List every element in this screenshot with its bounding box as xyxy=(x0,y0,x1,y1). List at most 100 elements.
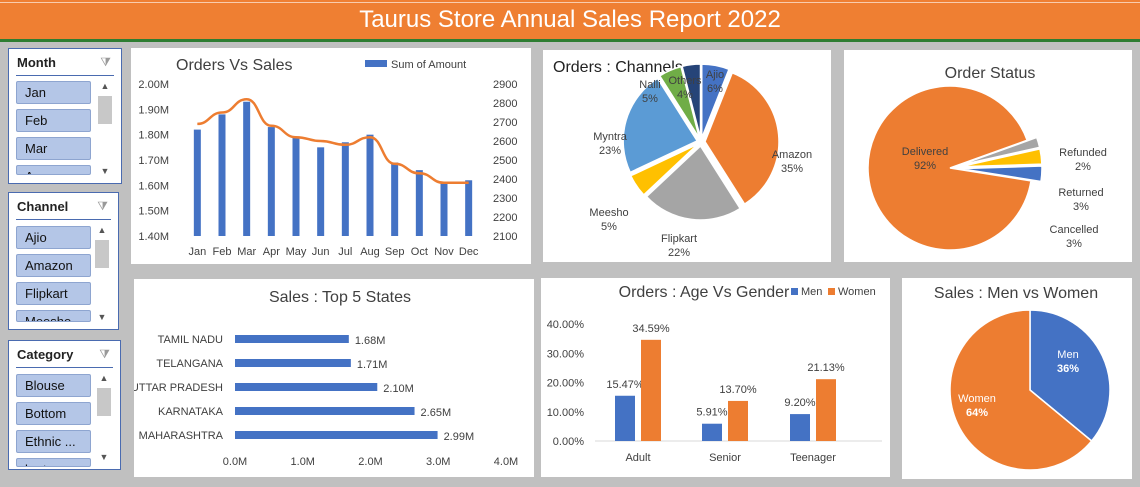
slicer-item[interactable]: Blouse xyxy=(16,374,91,397)
orders-channels-chart: Orders : Channels Ajio 6% Amazon 35% Flipkart… xyxy=(553,59,812,259)
clear-filter-icon[interactable]: ⧩ xyxy=(100,55,111,69)
y2-tick-label: 2900 xyxy=(493,79,517,91)
scroll-down-icon[interactable]: ▼ xyxy=(97,312,107,322)
y-tick-label: MAHARASHTRA xyxy=(139,430,224,442)
data-label: 15.47% xyxy=(606,379,644,391)
slicer-item[interactable]: Ethnic ... xyxy=(16,430,91,453)
data-label: 2.10M xyxy=(383,383,414,395)
scroll-thumb[interactable] xyxy=(97,388,111,416)
chart-title: Orders : Age Vs Gender xyxy=(619,284,790,301)
scroll-down-icon[interactable]: ▼ xyxy=(100,166,110,176)
x-tick-label: 0.0M xyxy=(223,456,247,468)
slicer-item[interactable]: Jan xyxy=(16,81,91,104)
slicer-item[interactable]: Mar xyxy=(16,137,91,160)
x-tick-label: Oct xyxy=(411,246,428,258)
chart-title: Order Status xyxy=(945,65,1036,82)
bar xyxy=(641,339,661,441)
y-tick-label: 1.80M xyxy=(138,130,169,142)
clear-filter-icon[interactable]: ⧩ xyxy=(99,347,110,361)
x-tick-label: Dec xyxy=(459,246,479,258)
bar xyxy=(391,162,399,236)
slicer-item[interactable]: Meesho xyxy=(16,310,91,322)
bar xyxy=(317,147,325,236)
slicer-item[interactable]: Ajio xyxy=(16,226,91,249)
slicer-divider xyxy=(16,75,114,76)
scroll-up-icon[interactable]: ▲ xyxy=(100,81,110,91)
bar xyxy=(235,359,351,367)
slicer-divider xyxy=(16,219,111,220)
y2-tick-label: 2400 xyxy=(493,174,517,186)
orders-channels-panel: Orders : Channels Ajio 6% Amazon 35% Flipkart… xyxy=(543,50,831,262)
pie-slice xyxy=(629,143,699,196)
x-tick-label: Jan xyxy=(188,246,206,258)
slicer-item[interactable]: Feb xyxy=(16,109,91,132)
y-tick-label: 20.00% xyxy=(547,378,585,390)
y2-tick-label: 2600 xyxy=(493,136,517,148)
slice-pct: 23% xyxy=(599,145,621,157)
y2-tick-label: 2500 xyxy=(493,155,517,167)
pie-slice xyxy=(959,136,1041,166)
scroll-up-icon[interactable]: ▲ xyxy=(97,225,107,235)
pie-slice xyxy=(949,309,1093,471)
bar xyxy=(243,101,251,236)
bar xyxy=(728,400,748,441)
order-status-panel: Order Status Delivered 92% Refunded 2% Return… xyxy=(844,50,1132,262)
scroll-thumb[interactable] xyxy=(98,96,112,124)
slicer-scrollbar[interactable]: ▲ ▼ xyxy=(94,225,110,324)
x-tick-label: 1.0M xyxy=(291,456,315,468)
slicer-item[interactable]: kurta xyxy=(16,458,91,467)
y2-tick-label: 2700 xyxy=(493,117,517,129)
slice-label: Cancelled xyxy=(1050,224,1099,236)
age-gender-panel: Orders : Age Vs Gender Men Women 0.00% 10.00… xyxy=(541,278,890,477)
chart-title: Sales : Top 5 States xyxy=(269,289,411,306)
month-slicer[interactable]: Month ⧩ Jan Feb Mar Apr ▲▼ xyxy=(8,48,122,184)
category-slicer[interactable]: Category ⧩ Blouse Bottom Ethnic ... kurt… xyxy=(8,340,121,470)
slice-label: Myntra xyxy=(593,131,628,143)
y-tick-label: 0.00% xyxy=(553,436,584,448)
slicer-item[interactable]: Apr xyxy=(16,165,91,175)
men-women-panel: Sales : Men vs Women Men 36% Women 64% xyxy=(902,278,1132,479)
y-tick-label: 1.60M xyxy=(138,180,169,192)
top-states-panel: Sales : Top 5 States TAMIL NADU 1.68M TELAN… xyxy=(131,279,534,477)
pie-slice xyxy=(622,77,699,174)
slicer-item[interactable]: Bottom xyxy=(16,402,91,425)
slice-pct: 5% xyxy=(601,221,617,233)
scroll-up-icon[interactable]: ▲ xyxy=(99,373,109,383)
legend-swatch xyxy=(828,288,835,295)
slicer-scrollbar[interactable]: ▲ ▼ xyxy=(96,373,112,464)
slicer-item[interactable]: Amazon xyxy=(16,254,91,277)
slice-pct: 92% xyxy=(914,160,936,172)
y-tick-label: KARNATAKA xyxy=(158,406,224,418)
pie-slice xyxy=(704,71,780,206)
slice-pct: 6% xyxy=(707,83,723,95)
slice-label: Women xyxy=(958,393,996,405)
slice-pct: 4% xyxy=(677,89,693,101)
scroll-down-icon[interactable]: ▼ xyxy=(99,452,109,462)
y2-tick-label: 2100 xyxy=(493,231,517,243)
y-tick-label: 1.70M xyxy=(138,155,169,167)
scroll-thumb[interactable] xyxy=(95,240,109,268)
bar xyxy=(465,180,473,236)
pie-slice xyxy=(1029,309,1111,443)
y-tick-label: TELANGANA xyxy=(156,358,223,370)
channel-slicer[interactable]: Channel ⧩ Ajio Amazon Flipkart Meesho ▲ ▼ xyxy=(8,192,119,330)
pie-slice xyxy=(645,144,742,221)
bar xyxy=(235,335,349,343)
x-tick-label: Senior xyxy=(709,452,741,464)
header-rule xyxy=(0,2,1140,3)
slicer-item[interactable]: Flipkart xyxy=(16,282,91,305)
legend-label: Men xyxy=(801,286,822,298)
age-gender-chart: Orders : Age Vs Gender Men Women 0.00% 10.00… xyxy=(547,284,882,464)
pie-slice xyxy=(959,165,1043,183)
x-tick-label: Aug xyxy=(360,246,380,258)
slice-label: Nalli xyxy=(639,79,660,91)
slice-pct: 5% xyxy=(642,93,658,105)
slice-label: Ajio xyxy=(706,69,724,81)
slicer-scrollbar[interactable]: ▲ ▼ xyxy=(97,81,113,178)
data-label: 9.20% xyxy=(784,397,815,409)
slicer-header: Category xyxy=(17,347,74,362)
report-header: Taurus Store Annual Sales Report 2022 xyxy=(0,0,1140,42)
bar xyxy=(790,414,810,441)
pie-slice xyxy=(867,85,1032,251)
clear-filter-icon[interactable]: ⧩ xyxy=(97,199,108,213)
